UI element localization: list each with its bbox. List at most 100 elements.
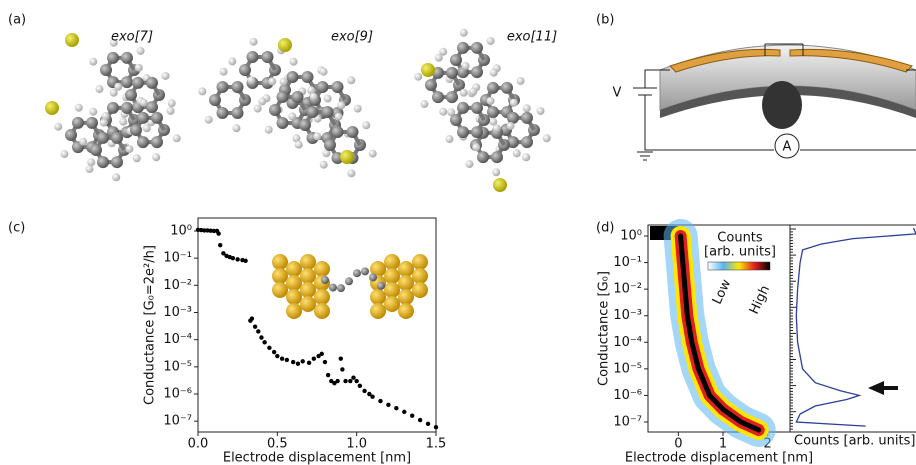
hydrogen-atom xyxy=(100,119,108,127)
hydrogen-atom xyxy=(295,141,303,149)
carbon-atom xyxy=(247,51,259,63)
plot-frame xyxy=(198,218,436,432)
data-point xyxy=(378,399,382,403)
hydrogen-atom xyxy=(414,73,422,81)
hydrogen-atom xyxy=(102,112,110,120)
voltage-label: V xyxy=(613,86,622,101)
gold-atom xyxy=(384,254,400,270)
data-point xyxy=(339,356,343,360)
hydrogen-atom xyxy=(143,124,151,132)
hydrogen-atom xyxy=(137,47,145,55)
y-tick-label: 10⁻¹ xyxy=(613,255,642,270)
hydrogen-atom xyxy=(324,95,332,103)
y-tick-label: 10⁻⁵ xyxy=(613,361,642,376)
carbon-atom xyxy=(507,112,519,124)
hydrogen-atom xyxy=(487,97,495,105)
hydrogen-atom xyxy=(465,160,473,168)
carbon-atom xyxy=(232,107,244,119)
hydrogen-atom xyxy=(168,99,176,107)
gold-atom xyxy=(412,268,428,284)
hydrogen-atom xyxy=(522,153,530,161)
carbon-atom xyxy=(146,77,158,89)
gold-atom xyxy=(314,303,330,319)
data-point xyxy=(275,354,279,358)
carbon-atom xyxy=(491,151,503,163)
carbon-atom xyxy=(277,91,289,103)
data-point xyxy=(218,243,222,247)
hydrogen-atom xyxy=(320,68,328,76)
carbon-atom xyxy=(287,71,299,83)
carbon-atom xyxy=(521,136,533,148)
carbon-atom xyxy=(353,269,361,277)
gold-atom xyxy=(412,282,428,298)
carbon-atom xyxy=(239,64,251,76)
carbon-atom xyxy=(377,282,385,290)
hydrogen-atom xyxy=(462,62,470,70)
hydrogen-atom xyxy=(513,149,521,157)
gold-atom xyxy=(384,268,400,284)
molecule-label: exo[9] xyxy=(331,30,373,45)
hydrogen-atom xyxy=(110,89,118,97)
carbon-atom xyxy=(307,106,319,118)
data-point xyxy=(434,425,438,429)
data-point xyxy=(312,356,316,360)
data-point xyxy=(402,410,406,414)
carbon-atom xyxy=(487,82,499,94)
hydrogen-atom xyxy=(362,121,370,129)
panel-label: (b) xyxy=(596,13,614,28)
carbon-atom xyxy=(86,117,98,129)
carbon-atom xyxy=(446,91,458,103)
carbon-atom xyxy=(209,94,221,106)
carbon-atom xyxy=(111,156,123,168)
data-point xyxy=(320,352,324,356)
carbon-atom xyxy=(347,126,359,138)
carbon-atom xyxy=(269,104,281,116)
y-tick-label: 10⁻⁶ xyxy=(163,387,192,402)
carbon-atom xyxy=(97,156,109,168)
colorbar-title: [arb. units] xyxy=(704,245,776,260)
gold-atom xyxy=(384,282,400,298)
gold-atom xyxy=(286,303,302,319)
illustrations xyxy=(45,29,551,319)
hydrogen-atom xyxy=(517,77,525,85)
sulfur-atom xyxy=(421,63,435,77)
data-point xyxy=(253,324,257,328)
sulfur-atom xyxy=(493,178,507,192)
carbon-atom xyxy=(232,81,244,93)
carbon-atom xyxy=(277,117,289,129)
gold-atom xyxy=(398,289,414,305)
data-point xyxy=(335,379,339,383)
carbon-atom xyxy=(217,81,229,93)
figure: V A (a) (b) (c) (d) exo[7] exo[9] exo[11… xyxy=(0,0,916,465)
carbon-atom xyxy=(100,64,112,76)
hydrogen-atom xyxy=(54,123,62,131)
gold-atom xyxy=(398,303,414,319)
ammeter-label: A xyxy=(783,140,792,155)
carbon-atom xyxy=(132,77,144,89)
panel-label: (a) xyxy=(8,13,26,28)
data-point xyxy=(272,350,276,354)
gold-atom xyxy=(300,268,316,284)
data-point xyxy=(280,356,284,360)
data-point xyxy=(307,361,311,365)
hydrogen-atom xyxy=(507,122,515,130)
hydrogen-atom xyxy=(439,108,447,116)
data-point xyxy=(296,362,300,366)
hydrogen-atom xyxy=(492,168,500,176)
hydrogen-atom xyxy=(258,97,266,105)
carbon-atom xyxy=(125,89,137,101)
carbon-atom xyxy=(107,52,119,64)
carbon-atom xyxy=(130,124,142,136)
hydrogen-atom xyxy=(119,118,127,126)
x-tick-label: 1 xyxy=(719,437,727,452)
data-point xyxy=(231,256,235,260)
y-tick-label: 10⁻⁴ xyxy=(613,335,642,350)
carbon-atom xyxy=(471,42,483,54)
y-tick-label: 10⁻³ xyxy=(613,308,642,323)
carbon-atom xyxy=(292,91,304,103)
data-point xyxy=(267,346,271,350)
data-point xyxy=(323,360,327,364)
y-tick-label: 10⁻⁷ xyxy=(613,414,642,429)
hydrogen-atom xyxy=(347,76,355,84)
